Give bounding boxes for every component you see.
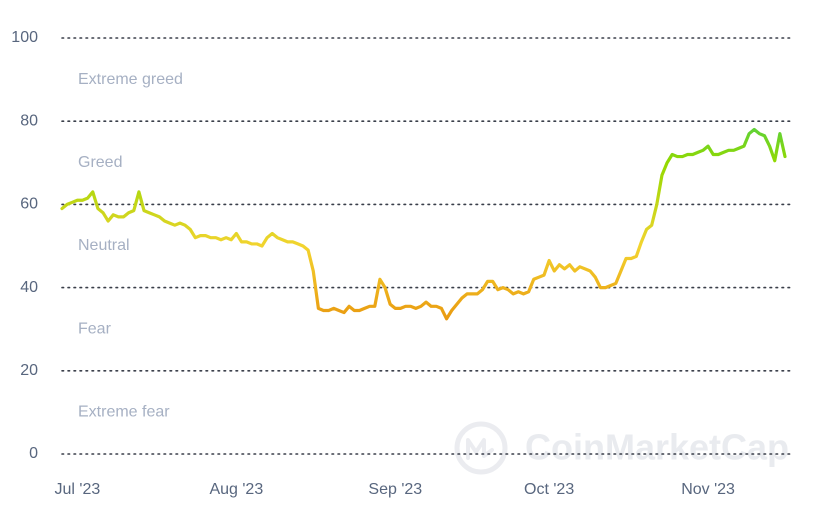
x-tick-label: Jul '23 bbox=[55, 481, 101, 498]
zone-label: Neutral bbox=[78, 237, 130, 254]
x-tick-label: Nov '23 bbox=[681, 481, 735, 498]
zone-label: Extreme greed bbox=[78, 71, 183, 88]
y-tick-label: 20 bbox=[20, 362, 38, 379]
x-tick-label: Sep '23 bbox=[368, 481, 422, 498]
x-tick-label: Oct '23 bbox=[524, 481, 574, 498]
zone-label: Extreme fear bbox=[78, 404, 170, 421]
y-tick-label: 60 bbox=[20, 196, 38, 213]
y-tick-label: 80 bbox=[20, 112, 38, 129]
zone-label: Fear bbox=[78, 320, 112, 337]
y-tick-label: 0 bbox=[29, 445, 38, 462]
watermark-logo bbox=[454, 421, 508, 475]
y-tick-label: 40 bbox=[20, 279, 38, 296]
y-tick-label: 100 bbox=[11, 29, 38, 46]
plot: 0 20 40 60 80 100 Extreme greed Greed Neutral Fea… bbox=[11, 29, 793, 498]
zone-label: Greed bbox=[78, 154, 122, 171]
index-line bbox=[60, 127, 787, 321]
watermark: CoinMarketCap bbox=[525, 427, 789, 468]
x-tick-label: Aug '23 bbox=[209, 481, 263, 498]
